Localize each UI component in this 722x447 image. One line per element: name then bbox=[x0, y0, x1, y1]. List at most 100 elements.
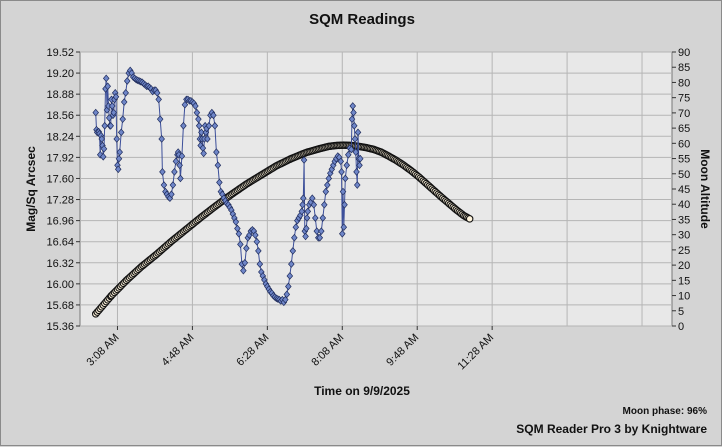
sqm-reading-point bbox=[289, 247, 297, 255]
sqm-reading-point bbox=[237, 240, 244, 249]
y-axis-left-ticks: 19.52 19.20 18.88 18.56 18.24 17.92 17.60 17.28… bbox=[46, 47, 80, 333]
sqm-reading-point bbox=[116, 148, 123, 156]
sqm-reading-point bbox=[115, 154, 123, 163]
sqm-reading-point bbox=[302, 232, 309, 241]
y-left-tick-label: 17.92 bbox=[46, 152, 74, 164]
sqm-reading-point bbox=[286, 272, 294, 280]
sqm-reading-point bbox=[155, 95, 162, 104]
sqm-reading-point bbox=[354, 181, 361, 189]
sqm-reading-point bbox=[356, 161, 363, 170]
sqm-reading-point bbox=[304, 207, 312, 216]
y-right-tick-label: 30 bbox=[678, 230, 690, 242]
y-left-tick-label: 16.32 bbox=[46, 258, 74, 270]
sqm-reading-point bbox=[204, 135, 211, 143]
sqm-reading-point bbox=[357, 154, 364, 163]
sqm-reading-point bbox=[195, 121, 203, 130]
sqm-reading-point bbox=[303, 214, 311, 222]
y-right-tick-label: 65 bbox=[678, 123, 690, 135]
sqm-reading-point bbox=[253, 237, 261, 246]
sqm-reading-point bbox=[119, 115, 126, 124]
y-axis-left-label: Mag/Sq Arcsec bbox=[24, 146, 38, 232]
sqm-reading-point bbox=[352, 148, 360, 156]
sqm-reading-point bbox=[122, 88, 129, 97]
sqm-reading-point bbox=[350, 108, 357, 117]
sqm-reading-point bbox=[252, 231, 259, 239]
sqm-reading-point bbox=[113, 135, 120, 143]
y-right-tick-label: 20 bbox=[678, 260, 690, 272]
y-left-tick-label: 15.36 bbox=[46, 321, 74, 333]
sqm-reading-point bbox=[180, 121, 187, 130]
sqm-reading-point bbox=[92, 108, 99, 117]
y-left-tick-label: 19.52 bbox=[46, 47, 74, 59]
sqm-reading-point bbox=[177, 174, 184, 183]
sqm-reading-point bbox=[339, 229, 346, 238]
sqm-reading-point bbox=[120, 98, 128, 106]
sqm-reading-point bbox=[299, 200, 306, 209]
sqm-reading-point bbox=[200, 149, 207, 158]
sqm-reading-point bbox=[285, 282, 292, 291]
sqm-reading-point bbox=[158, 135, 165, 143]
y-axis-right-label: Moon Altitude bbox=[698, 149, 712, 229]
sqm-reading-point bbox=[101, 121, 108, 130]
sqm-reading-point bbox=[235, 229, 243, 238]
x-tick-label: 9:48 AM bbox=[384, 332, 421, 369]
x-tick-label: 11:28 AM bbox=[455, 332, 496, 373]
sqm-reading-point bbox=[211, 121, 219, 130]
sqm-reading-point bbox=[338, 168, 345, 176]
sqm-reading-point bbox=[339, 187, 347, 196]
sqm-reading-point bbox=[181, 100, 189, 109]
sqm-reading-point bbox=[156, 115, 164, 124]
sqm-reading-point bbox=[337, 157, 345, 166]
sqm-reading-point bbox=[351, 121, 358, 130]
sqm-reading-point bbox=[324, 181, 331, 189]
y-right-tick-label: 40 bbox=[678, 199, 690, 211]
sqm-reading-point bbox=[353, 168, 360, 176]
sqm-reading-point bbox=[318, 227, 325, 235]
y-left-tick-label: 17.60 bbox=[46, 173, 74, 185]
sqm-reading-point bbox=[110, 108, 117, 117]
y-left-tick-label: 18.24 bbox=[46, 131, 74, 143]
x-tick-label: 4:48 AM bbox=[160, 332, 197, 369]
y-left-tick-label: 16.00 bbox=[46, 279, 74, 291]
sqm-reading-point bbox=[210, 111, 217, 120]
plot-area bbox=[79, 51, 673, 327]
sqm-reading-point bbox=[300, 194, 307, 203]
moon-phase-label: Moon phase: 96% bbox=[623, 406, 708, 417]
sqm-reading-point bbox=[104, 82, 111, 91]
sqm-reading-point bbox=[193, 108, 201, 117]
sqm-reading-point bbox=[123, 77, 131, 85]
sqm-reading-point bbox=[198, 128, 205, 137]
sqm-reading-point bbox=[288, 260, 295, 268]
sqm-reading-point bbox=[291, 233, 298, 242]
sqm-reading-point bbox=[349, 102, 357, 110]
y-right-tick-label: 60 bbox=[678, 138, 690, 150]
sqm-reading-point bbox=[102, 74, 110, 83]
y-right-tick-label: 10 bbox=[678, 291, 690, 303]
sqm-reading-point bbox=[214, 161, 222, 170]
sqm-reading-point bbox=[312, 214, 319, 222]
x-axis-ticks: 3:08 AM 4:48 AM 6:28 AM 8:08 AM 9:48 AM 11:28… bbox=[85, 326, 496, 373]
y-right-tick-label: 50 bbox=[678, 169, 690, 181]
sqm-reading-point bbox=[341, 200, 348, 209]
sqm-reading-point bbox=[169, 181, 177, 189]
sqm-reading-point bbox=[321, 200, 328, 209]
sqm-reading-point bbox=[153, 88, 161, 97]
sqm-reading-point bbox=[256, 260, 264, 268]
sqm-reading-point bbox=[309, 194, 316, 203]
sqm-reading-point bbox=[300, 156, 308, 164]
sqm-reading-point bbox=[343, 161, 351, 170]
series-layer bbox=[91, 66, 474, 318]
sqm-reading-point bbox=[322, 187, 330, 196]
sqm-reading-point bbox=[298, 207, 306, 216]
y-left-tick-label: 16.64 bbox=[46, 237, 74, 249]
sqm-reading-point bbox=[282, 295, 289, 304]
sqm-reading-point bbox=[108, 102, 116, 110]
sqm-reading-point bbox=[168, 190, 175, 199]
y-right-tick-label: 35 bbox=[678, 214, 690, 226]
y-left-tick-label: 19.20 bbox=[46, 68, 74, 80]
sqm-reading-point bbox=[205, 121, 213, 130]
x-axis-label: Time on 9/9/2025 bbox=[314, 384, 410, 398]
y-right-tick-label: 5 bbox=[678, 306, 684, 318]
x-tick-label: 8:08 AM bbox=[309, 332, 346, 369]
